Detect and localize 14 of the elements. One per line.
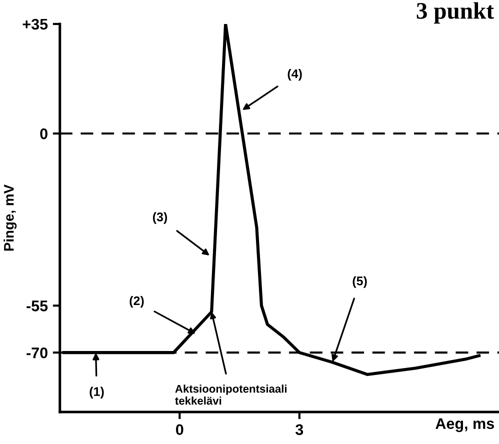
y-tick-label: -70: [26, 347, 48, 358]
chart-title: 3 punkt: [416, 2, 494, 24]
y-tick-label: -55: [26, 300, 48, 312]
annotation: (3): [152, 212, 168, 224]
x-axis-title: Aeg, ms: [436, 418, 494, 432]
x-tick-label: 3: [296, 424, 304, 436]
y-tick-label: +35: [22, 18, 48, 30]
annotation: Aktsioonipotentsiaali tekkelävi: [175, 384, 286, 405]
annotation: (2): [130, 296, 144, 308]
annotation: (1): [90, 386, 104, 398]
annotation: (4): [288, 68, 302, 81]
y-axis-title: Pinge, mV: [4, 184, 17, 251]
annotation: (5): [352, 276, 367, 288]
y-tick-label: 0: [40, 128, 48, 140]
